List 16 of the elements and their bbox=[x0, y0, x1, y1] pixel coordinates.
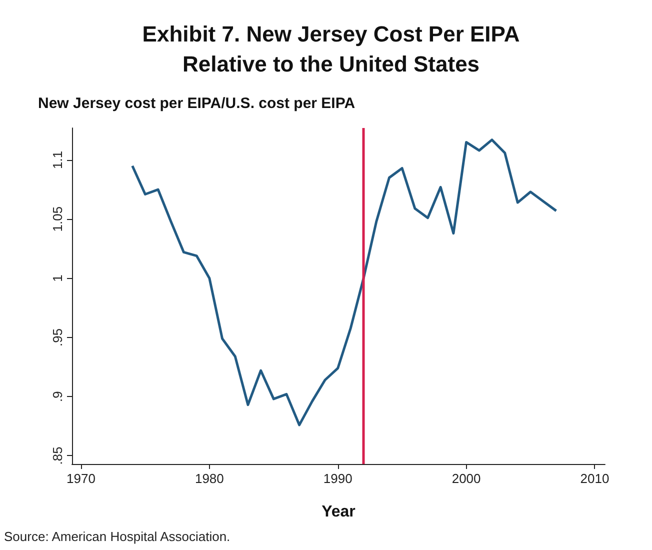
x-tick-label: 2010 bbox=[580, 471, 610, 486]
x-tick-label: 1970 bbox=[66, 471, 96, 486]
x-axis-title: Year bbox=[322, 504, 356, 520]
y-axis-title: New Jersey cost per EIPA/U.S. cost per EIPA bbox=[38, 95, 356, 112]
y-tick-label: 1.1 bbox=[50, 150, 65, 169]
y-tick-label: 1.05 bbox=[50, 206, 65, 232]
y-tick-label: 1 bbox=[50, 274, 65, 282]
line-series bbox=[131, 138, 558, 426]
x-tick-label: 2000 bbox=[452, 471, 481, 486]
source-note: Source: American Hospital Association. bbox=[4, 529, 230, 544]
x-tick-label: 1990 bbox=[323, 471, 352, 486]
y-tick-label: .9 bbox=[50, 391, 65, 402]
x-tick-label: 1980 bbox=[194, 471, 224, 486]
y-tick-label: .85 bbox=[50, 446, 65, 465]
y-tick-label: .95 bbox=[50, 328, 65, 346]
chart-title: Exhibit 7. New Jersey Cost Per EIPA Relative to the United States bbox=[142, 22, 520, 76]
